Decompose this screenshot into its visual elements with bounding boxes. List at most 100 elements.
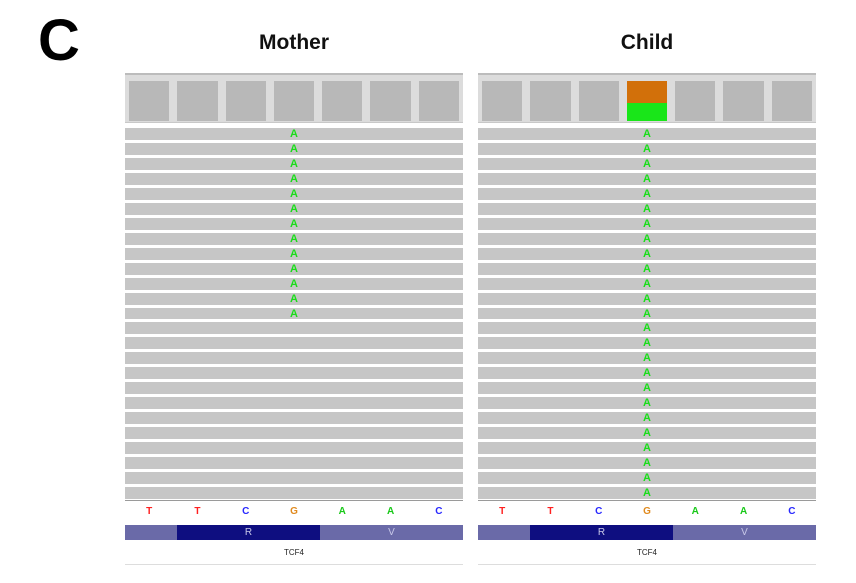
read: A [478, 472, 816, 484]
alt-allele-base: A [643, 427, 651, 440]
read: A [478, 187, 816, 200]
sample-title-mother: Mother [259, 31, 329, 54]
read: A [478, 442, 816, 454]
reference-divider [478, 500, 816, 501]
reference-base: C [242, 506, 250, 517]
codon-segment: R [530, 525, 673, 540]
read: A [125, 217, 463, 230]
read: A [478, 128, 816, 140]
read: A [478, 232, 816, 245]
gene-name: TCF4 [637, 548, 657, 557]
alt-allele-base: A [643, 412, 651, 425]
alt-allele-base: A [643, 142, 651, 155]
alt-allele-base: A [290, 202, 298, 215]
alt-allele-base: A [643, 442, 651, 455]
read: A [125, 277, 463, 290]
reference-base: T [194, 506, 201, 517]
alt-allele-base: A [643, 457, 651, 470]
coverage-bar [322, 81, 363, 121]
read: A [478, 157, 816, 170]
read: A [125, 292, 463, 305]
alt-allele-base: A [290, 292, 298, 305]
reference-base: G [290, 506, 298, 517]
alt-allele-base: A [643, 262, 651, 275]
read: A [125, 262, 463, 275]
reference-base: T [547, 506, 554, 517]
read: A [125, 172, 463, 185]
alt-allele-base: A [290, 232, 298, 245]
alt-allele-base: A [643, 157, 651, 170]
gene-divider [478, 564, 816, 565]
coverage-alt-fraction [626, 103, 668, 121]
reference-base: C [435, 506, 443, 517]
coverage-bar [771, 81, 812, 121]
read [125, 397, 463, 410]
alt-allele-base: A [290, 247, 298, 260]
alt-allele-base: A [643, 487, 651, 500]
alt-allele-base: A [643, 307, 651, 320]
reference-base: T [499, 506, 506, 517]
gene-track: R V [478, 525, 816, 540]
alt-allele-base: A [643, 292, 651, 305]
coverage-bar [482, 81, 523, 121]
alt-allele-base: A [643, 247, 651, 260]
read [125, 472, 463, 485]
read [125, 382, 463, 395]
alt-allele-base: A [290, 262, 298, 275]
coverage-bar [225, 81, 266, 121]
reference-divider [125, 500, 463, 501]
coverage-ref-fraction [626, 81, 668, 103]
read: A [125, 157, 463, 170]
gene-divider [125, 564, 463, 565]
read: A [125, 128, 463, 140]
reference-base: C [788, 506, 796, 517]
gene-track: R V [125, 525, 463, 540]
reference-base: A [691, 506, 699, 517]
coverage-bar [723, 81, 764, 121]
read: A [478, 262, 816, 275]
alt-allele-base: A [290, 142, 298, 155]
read: A [478, 337, 816, 349]
read: A [478, 142, 816, 155]
alt-allele-base: A [643, 337, 651, 350]
coverage-bar-variant [626, 81, 668, 121]
coverage-track [478, 73, 816, 123]
reference-base: A [338, 506, 346, 517]
reference-base: A [386, 506, 395, 517]
alt-allele-base: A [643, 367, 651, 380]
coverage-bar [370, 81, 411, 121]
read: A [478, 457, 816, 469]
read: A [478, 277, 816, 290]
read: A [478, 322, 816, 334]
coverage-bar [177, 81, 218, 121]
read [125, 487, 463, 499]
codon-segment: R [177, 525, 320, 540]
alt-allele-base: A [643, 382, 651, 395]
coverage-track [125, 73, 463, 123]
alt-allele-base: A [643, 172, 651, 185]
alt-allele-base: A [643, 472, 651, 485]
read: A [125, 232, 463, 245]
read: A [125, 142, 463, 155]
reference-base: C [595, 506, 603, 517]
read: A [478, 412, 816, 424]
read: A [125, 307, 463, 320]
read [125, 337, 463, 350]
read: A [478, 367, 816, 379]
alt-allele-base: A [290, 307, 298, 320]
sample-title-child: Child [620, 31, 674, 54]
alt-allele-base: A [643, 217, 651, 230]
read: A [478, 352, 816, 364]
alt-allele-base: A [643, 202, 651, 215]
alt-allele-base: A [643, 128, 651, 140]
coverage-bar [530, 81, 571, 121]
read [125, 457, 463, 470]
read: A [478, 382, 816, 394]
alt-allele-base: A [290, 217, 298, 230]
read [125, 367, 463, 380]
